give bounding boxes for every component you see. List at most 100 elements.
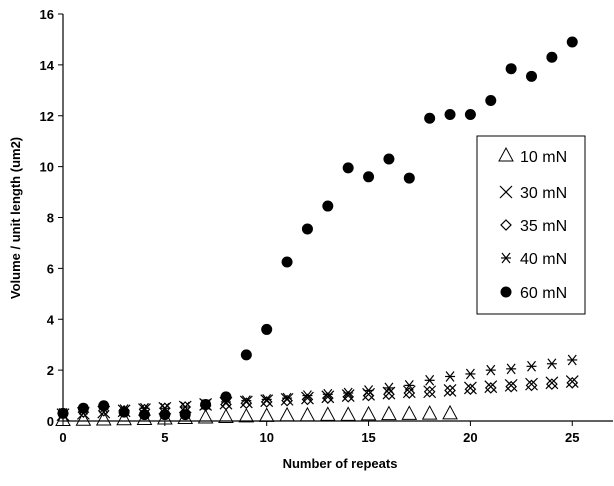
data-point xyxy=(424,374,435,386)
data-point xyxy=(281,256,293,268)
data-point xyxy=(484,382,497,394)
legend: 10 mN 30 mN 35 mN 40 mN 60 mN xyxy=(476,135,586,315)
data-point xyxy=(402,385,416,399)
data-point xyxy=(116,410,132,426)
data-point xyxy=(75,411,92,426)
y-tick-label: 10 xyxy=(40,160,54,175)
legend-label-30mn: 30 mN xyxy=(520,185,567,202)
series-10mn xyxy=(55,404,458,426)
data-point xyxy=(423,385,436,398)
legend-label-60mn: 60 mN xyxy=(520,285,567,302)
data-point xyxy=(261,394,272,405)
data-point xyxy=(463,381,477,395)
data-point xyxy=(363,171,375,183)
y-tick-label: 16 xyxy=(40,7,54,22)
data-point xyxy=(159,409,171,421)
legend-marker-star xyxy=(501,252,511,264)
data-point xyxy=(443,384,457,397)
data-point xyxy=(444,384,456,397)
data-point xyxy=(301,391,314,405)
data-point xyxy=(282,392,293,404)
data-point xyxy=(464,383,477,396)
data-point xyxy=(238,407,255,423)
data-point xyxy=(546,378,558,390)
data-point xyxy=(465,368,476,380)
data-point xyxy=(383,153,395,165)
data-point xyxy=(526,360,537,372)
data-point xyxy=(239,395,253,409)
data-point xyxy=(444,108,456,120)
data-point xyxy=(340,406,357,421)
data-point xyxy=(322,388,333,400)
y-tick-label: 0 xyxy=(47,414,54,429)
data-point xyxy=(260,396,273,408)
legend-marker xyxy=(498,146,514,162)
data-point xyxy=(505,63,517,75)
legend-marker xyxy=(500,219,512,231)
x-tick-label: 15 xyxy=(361,430,375,445)
data-point xyxy=(484,380,498,394)
y-tick-label: 6 xyxy=(47,261,54,276)
data-point xyxy=(138,409,150,421)
data-point xyxy=(363,385,374,396)
series-60mn xyxy=(57,36,578,421)
legend-box xyxy=(476,135,586,315)
data-point xyxy=(95,410,112,426)
y-tick-label: 14 xyxy=(40,58,55,73)
data-point xyxy=(319,406,336,421)
data-point xyxy=(504,378,518,392)
legend-label-35mn: 35 mN xyxy=(520,218,567,235)
data-point xyxy=(341,389,355,402)
data-point xyxy=(567,354,578,366)
data-point xyxy=(301,223,313,235)
legend-item-35mn: 35 mN xyxy=(500,218,567,235)
data-point xyxy=(280,392,294,406)
data-point xyxy=(382,386,396,400)
data-point xyxy=(220,398,232,411)
data-point xyxy=(505,380,517,393)
data-point xyxy=(322,200,334,212)
data-point xyxy=(566,36,578,48)
series-35mn xyxy=(57,376,579,420)
axes: 0 2 4 6 8 10 12 14 16 0 5 10 15 20 25 xyxy=(40,7,613,445)
legend-item-40mn: 40 mN xyxy=(501,251,567,268)
data-point xyxy=(485,94,497,106)
legend-item-30mn: 30 mN xyxy=(499,185,567,202)
data-point xyxy=(258,407,275,422)
legend-marker xyxy=(500,286,512,298)
series-30mn xyxy=(56,375,579,422)
x-tick-label: 5 xyxy=(161,430,168,445)
x-tick-label: 20 xyxy=(463,430,477,445)
y-tick-label: 2 xyxy=(47,363,54,378)
data-point xyxy=(299,406,316,422)
legend-label-40mn: 40 mN xyxy=(520,251,567,268)
data-point xyxy=(525,377,538,391)
data-point xyxy=(545,376,559,390)
data-point xyxy=(566,376,579,389)
data-point xyxy=(383,382,394,394)
x-tick-label: 10 xyxy=(259,430,273,445)
legend-label-10mn: 10 mN xyxy=(520,149,567,166)
data-point xyxy=(421,405,438,420)
y-tick-label: 4 xyxy=(47,312,55,327)
legend-item-60mn: 60 mN xyxy=(500,285,567,302)
data-point xyxy=(445,371,456,382)
data-point xyxy=(197,408,214,424)
data-point xyxy=(220,391,232,403)
x-axis-title: Number of repeats xyxy=(283,456,398,471)
data-point xyxy=(200,398,212,410)
series-40mn xyxy=(58,354,578,419)
data-point xyxy=(403,387,416,399)
data-point xyxy=(506,363,517,375)
legend-marker-circle xyxy=(500,286,512,298)
data-point xyxy=(423,385,437,399)
legend-marker xyxy=(501,252,511,264)
y-tick-label: 8 xyxy=(47,211,54,226)
data-point xyxy=(485,364,496,376)
legend-marker-triangle xyxy=(498,146,514,162)
data-point xyxy=(526,70,538,82)
data-point xyxy=(261,323,273,335)
legend-marker-x xyxy=(499,185,513,199)
data-point xyxy=(77,402,89,414)
